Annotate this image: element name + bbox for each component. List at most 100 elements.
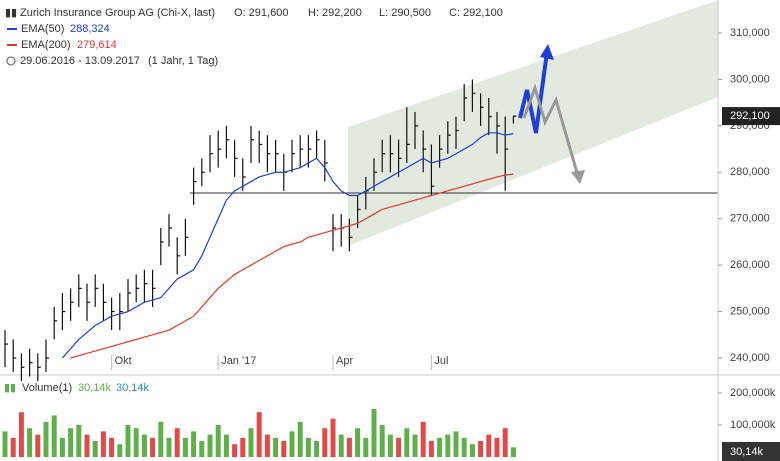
legend-value: 288,324 xyxy=(70,23,110,35)
date-range-note: (1 Jahr, 1 Tag) xyxy=(148,55,218,67)
ohlc-open: O: 291,600 xyxy=(234,7,288,19)
bull-arrow xyxy=(518,51,549,134)
bull-arrow-head xyxy=(540,44,554,60)
volume-bar xyxy=(51,415,57,458)
volume-bar xyxy=(141,434,147,458)
volume-bar xyxy=(240,437,246,458)
bear-arrow xyxy=(522,83,580,177)
volume-bar xyxy=(379,425,385,458)
volume-bar xyxy=(84,434,90,458)
date-range: 29.06.2016 - 13.09.2017 xyxy=(20,55,140,67)
x-tick-label: Jul xyxy=(434,355,448,367)
ohlc-high: H: 292,200 xyxy=(308,7,362,19)
volume-bar xyxy=(174,428,180,458)
volume-bar xyxy=(10,437,16,458)
volume-bar xyxy=(92,441,98,458)
y-tick-label: 280,000 xyxy=(730,166,770,178)
volume-bar xyxy=(478,441,484,458)
volume-bar xyxy=(248,428,254,458)
volume-bar xyxy=(412,434,418,458)
volume-bar xyxy=(355,428,361,458)
volume-bar xyxy=(182,437,188,458)
volume-bar xyxy=(264,434,270,458)
volume-bar xyxy=(289,431,295,458)
volume-bar xyxy=(158,421,164,458)
volume-bar xyxy=(445,434,451,458)
y-tick-label: 260,000 xyxy=(730,259,770,271)
volume-bar xyxy=(35,434,41,458)
volume-bar xyxy=(18,412,24,458)
chart-title: Zurich Insurance Group AG (Chi-X, last) xyxy=(20,7,215,19)
legend-label: EMA(50) xyxy=(21,23,64,35)
ohlc-low: L: 290,500 xyxy=(379,7,431,19)
y-tick-label: 270,000 xyxy=(730,213,770,225)
legend-value: 279,614 xyxy=(77,39,117,51)
volume-bar xyxy=(387,434,393,458)
volume-bar xyxy=(59,437,65,458)
y-tick-label: 100,000k xyxy=(730,419,776,431)
volume-bar xyxy=(68,428,74,458)
legend: ▮▮ Zurich Insurance Group AG (Chi-X, las… xyxy=(4,7,503,394)
volume-bar xyxy=(322,428,328,458)
last-price-label: 292,100 xyxy=(730,110,770,122)
y-tick-label: 310,000 xyxy=(730,27,770,39)
ema-line xyxy=(70,173,514,359)
volume-bar xyxy=(232,444,238,458)
volume-bar xyxy=(125,425,131,458)
volume-bar xyxy=(453,431,459,458)
volume-bar xyxy=(314,441,320,458)
y-tick-label: 250,000 xyxy=(730,305,770,317)
volume-bar xyxy=(199,441,205,458)
volume-label: Volume(1) xyxy=(22,382,72,394)
marks: 240,000250,000260,000270,000280,000290,0… xyxy=(2,27,776,458)
y-tick-label: 300,000 xyxy=(730,73,770,85)
volume-bar xyxy=(297,421,303,458)
volume-bar xyxy=(191,431,197,458)
volume-bar xyxy=(469,444,475,458)
volume-bar xyxy=(100,431,106,458)
volume-bar xyxy=(428,441,434,458)
volume-bar xyxy=(117,444,123,458)
volume-bar xyxy=(305,437,311,458)
volume-bar xyxy=(133,428,139,458)
volume-bar xyxy=(437,437,443,458)
x-tick-label: Apr xyxy=(336,355,353,367)
volume-bar xyxy=(494,437,500,458)
volume-bar xyxy=(330,418,336,458)
volume-bar xyxy=(404,428,410,458)
x-tick-label: Okt xyxy=(115,355,132,367)
volume-bar xyxy=(281,441,287,458)
volume-bar xyxy=(109,437,115,458)
clock-icon xyxy=(6,56,16,66)
volume-bar xyxy=(371,409,377,458)
volume-bar xyxy=(338,434,344,458)
volume-bar xyxy=(273,437,279,458)
y-tick-label: 240,000 xyxy=(730,352,770,364)
x-tick-label: Jan '17 xyxy=(221,355,256,367)
volume-bar xyxy=(363,437,369,458)
volume-last-label: 30,14k xyxy=(730,446,764,458)
ohlc-close: C: 292,100 xyxy=(449,7,503,19)
volume-last-box xyxy=(722,442,780,461)
volume-value: 30,14k xyxy=(116,382,150,394)
volume-bar xyxy=(461,437,467,458)
volume-bar xyxy=(43,421,49,458)
icon: ▮▮ xyxy=(4,382,16,394)
volume-bar xyxy=(510,447,516,458)
last-price-box xyxy=(722,107,780,126)
volume-bar xyxy=(420,421,426,458)
volume-bar xyxy=(256,412,262,458)
volume-bar xyxy=(150,437,156,458)
volume-bar xyxy=(207,434,213,458)
volume-bar xyxy=(486,434,492,458)
volume-bar xyxy=(223,434,229,458)
volume-bar xyxy=(215,425,221,458)
bear-arrow-head xyxy=(571,170,585,184)
volume-bar xyxy=(396,437,402,458)
volume-bar xyxy=(166,437,172,458)
y-tick-label: 200,000k xyxy=(730,387,776,399)
volume-value: 30,14k xyxy=(78,382,112,394)
ema-line xyxy=(61,132,514,359)
icon: ▮▮ xyxy=(5,7,17,19)
